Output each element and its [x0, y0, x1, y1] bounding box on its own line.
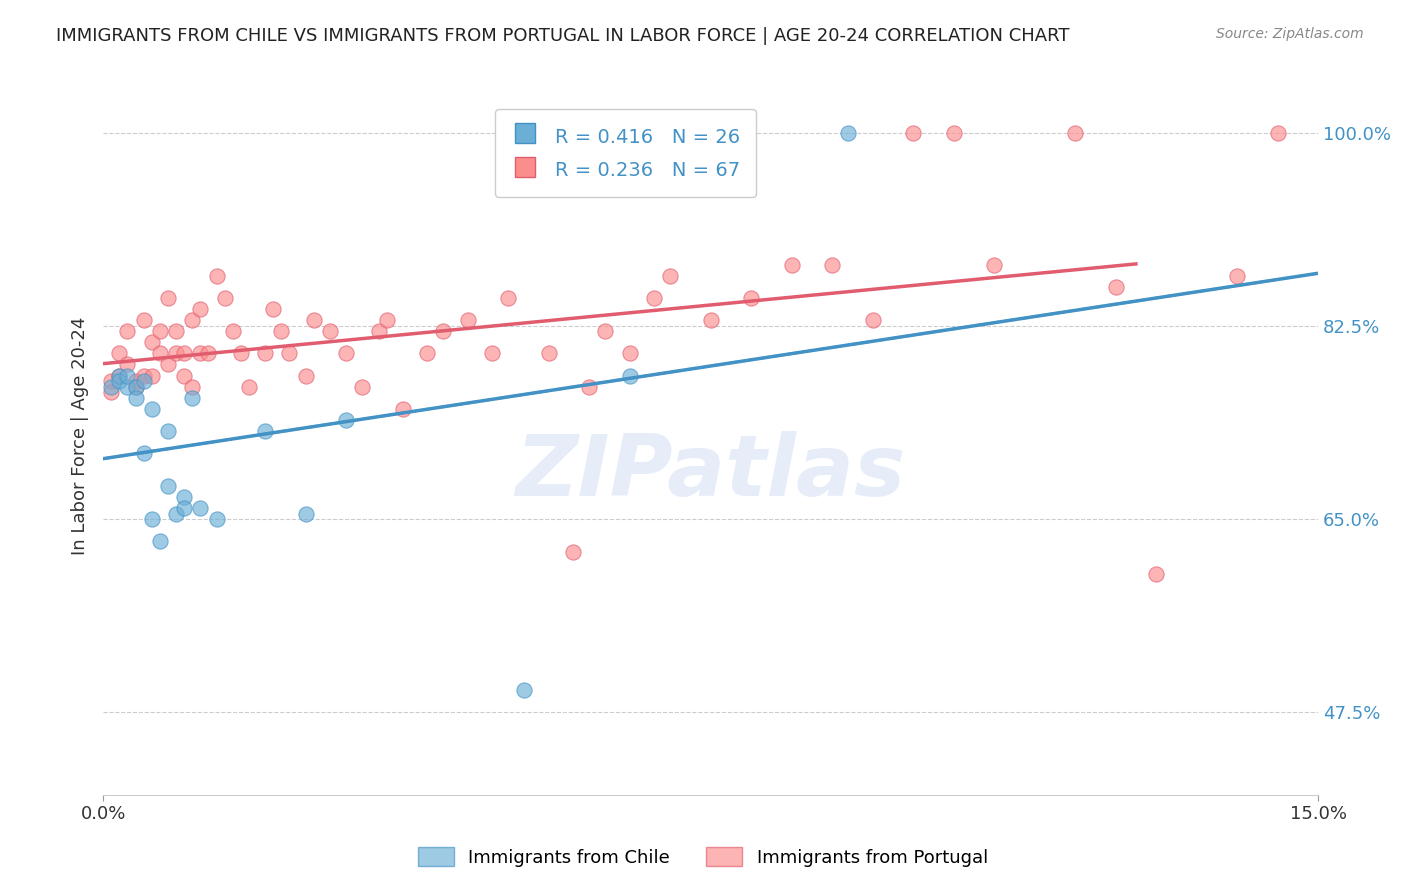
Text: Source: ZipAtlas.com: Source: ZipAtlas.com	[1216, 27, 1364, 41]
Point	[149, 534, 172, 549]
Legend: R = 0.416   N = 26, R = 0.236   N = 67: R = 0.416 N = 26, R = 0.236 N = 67	[495, 109, 756, 197]
Point	[780, 258, 803, 272]
Point	[165, 324, 187, 338]
Point	[117, 358, 139, 372]
Point	[124, 379, 146, 393]
Point	[188, 346, 211, 360]
Point	[302, 313, 325, 327]
Point	[278, 346, 301, 360]
Point	[197, 346, 219, 360]
Point	[165, 346, 187, 360]
Point	[1226, 269, 1249, 284]
Point	[983, 258, 1005, 272]
Point	[181, 391, 204, 405]
Point	[124, 379, 146, 393]
Point	[496, 291, 519, 305]
Point	[561, 545, 583, 559]
Point	[578, 379, 600, 393]
Point	[214, 291, 236, 305]
Point	[254, 424, 277, 438]
Text: ZIPatlas: ZIPatlas	[516, 431, 905, 514]
Point	[173, 346, 195, 360]
Point	[901, 126, 924, 140]
Point	[156, 424, 179, 438]
Point	[595, 324, 617, 338]
Point	[238, 379, 260, 393]
Point	[108, 374, 131, 388]
Point	[1267, 126, 1289, 140]
Point	[643, 291, 665, 305]
Point	[141, 368, 163, 383]
Point	[367, 324, 389, 338]
Point	[481, 346, 503, 360]
Point	[100, 385, 122, 400]
Point	[173, 490, 195, 504]
Point	[141, 335, 163, 350]
Point	[181, 313, 204, 327]
Point	[1104, 280, 1126, 294]
Point	[222, 324, 245, 338]
Point	[173, 368, 195, 383]
Point	[262, 302, 284, 317]
Point	[513, 683, 536, 698]
Point	[1144, 567, 1167, 582]
Point	[942, 126, 965, 140]
Point	[1064, 126, 1087, 140]
Text: IMMIGRANTS FROM CHILE VS IMMIGRANTS FROM PORTUGAL IN LABOR FORCE | AGE 20-24 COR: IMMIGRANTS FROM CHILE VS IMMIGRANTS FROM…	[56, 27, 1070, 45]
Point	[457, 313, 479, 327]
Point	[132, 368, 155, 383]
Point	[392, 401, 415, 416]
Point	[432, 324, 454, 338]
Point	[188, 302, 211, 317]
Point	[821, 258, 844, 272]
Point	[862, 313, 884, 327]
Point	[156, 291, 179, 305]
Point	[181, 379, 204, 393]
Point	[117, 324, 139, 338]
Point	[375, 313, 398, 327]
Point	[108, 346, 131, 360]
Point	[100, 379, 122, 393]
Point	[117, 368, 139, 383]
Point	[294, 368, 316, 383]
Point	[619, 368, 641, 383]
Point	[141, 512, 163, 526]
Point	[108, 368, 131, 383]
Legend: Immigrants from Chile, Immigrants from Portugal: Immigrants from Chile, Immigrants from P…	[411, 840, 995, 874]
Point	[132, 446, 155, 460]
Point	[124, 391, 146, 405]
Point	[254, 346, 277, 360]
Point	[156, 479, 179, 493]
Point	[108, 368, 131, 383]
Point	[537, 346, 560, 360]
Point	[205, 269, 228, 284]
Point	[229, 346, 252, 360]
Point	[132, 313, 155, 327]
Point	[149, 346, 172, 360]
Point	[100, 374, 122, 388]
Point	[294, 507, 316, 521]
Point	[117, 379, 139, 393]
Point	[173, 501, 195, 516]
Point	[188, 501, 211, 516]
Point	[416, 346, 439, 360]
Point	[132, 374, 155, 388]
Point	[335, 346, 357, 360]
Point	[270, 324, 292, 338]
Y-axis label: In Labor Force | Age 20-24: In Labor Force | Age 20-24	[72, 317, 89, 556]
Point	[619, 346, 641, 360]
Point	[156, 358, 179, 372]
Point	[659, 269, 682, 284]
Point	[141, 401, 163, 416]
Point	[837, 126, 859, 140]
Point	[335, 413, 357, 427]
Point	[319, 324, 342, 338]
Point	[205, 512, 228, 526]
Point	[352, 379, 374, 393]
Point	[740, 291, 762, 305]
Point	[149, 324, 172, 338]
Point	[124, 374, 146, 388]
Point	[165, 507, 187, 521]
Point	[699, 313, 721, 327]
